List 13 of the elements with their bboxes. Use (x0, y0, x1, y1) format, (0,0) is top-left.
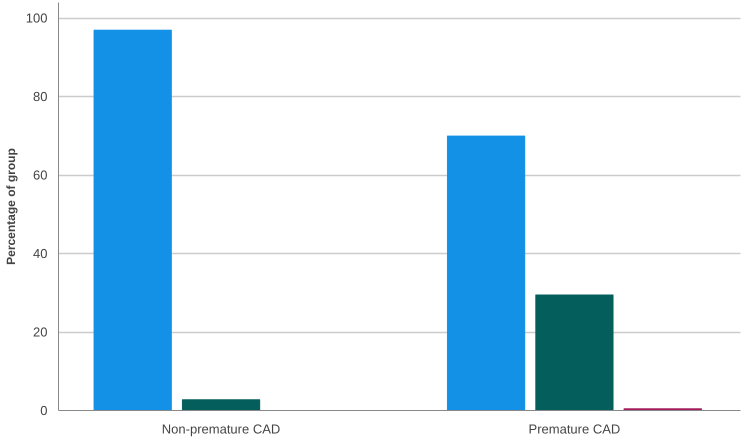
x-tick-label: Non-premature CAD (162, 422, 280, 436)
x-tick-label: Premature CAD (528, 422, 620, 436)
y-axis-title: Percentage of group (4, 148, 18, 265)
y-tick-label: 20 (33, 324, 48, 340)
bar (182, 399, 260, 410)
bar (446, 136, 526, 410)
bar (94, 30, 172, 410)
y-tick-label: 40 (33, 246, 48, 262)
y-tick-label: 60 (33, 168, 48, 183)
bar (535, 294, 614, 410)
y-tick-label: 80 (33, 89, 48, 104)
y-tick-label: 100 (26, 10, 48, 26)
y-tick-label: 0 (40, 403, 48, 418)
